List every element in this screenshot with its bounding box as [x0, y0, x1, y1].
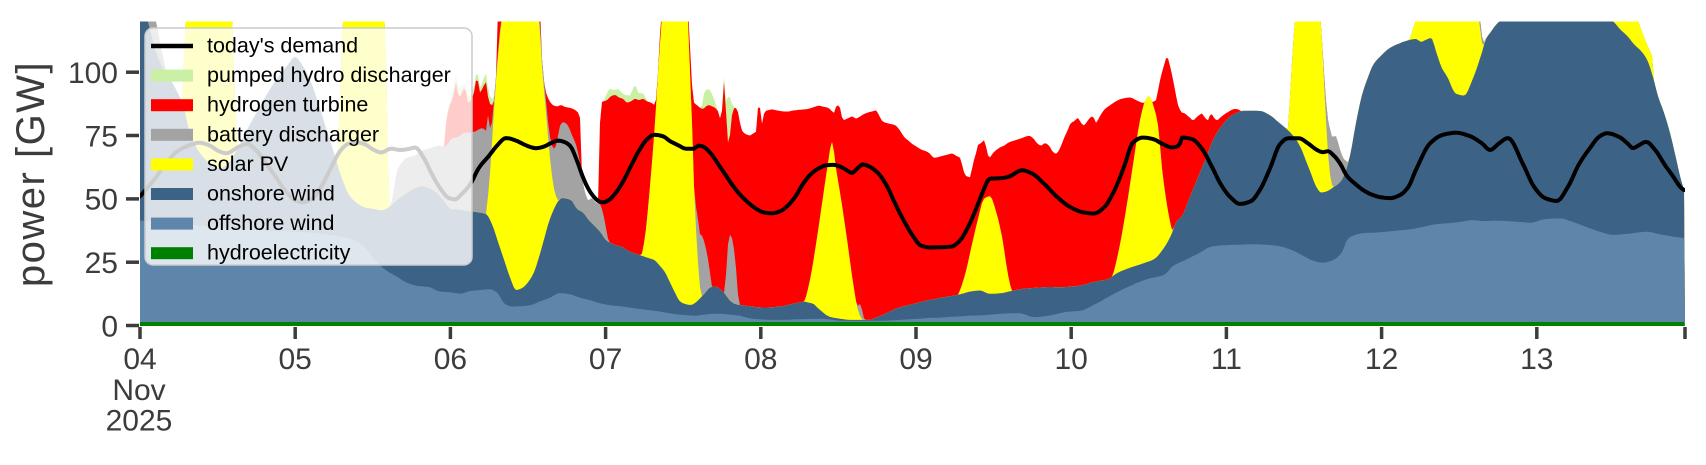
- svg-text:07: 07: [589, 343, 622, 376]
- svg-text:75: 75: [85, 120, 118, 153]
- svg-text:08: 08: [744, 343, 777, 376]
- svg-text:2025: 2025: [106, 405, 173, 438]
- svg-text:06: 06: [434, 343, 467, 376]
- svg-text:today's demand: today's demand: [207, 34, 358, 58]
- svg-text:13: 13: [1520, 343, 1553, 376]
- svg-text:solar PV: solar PV: [207, 152, 289, 176]
- svg-text:0: 0: [101, 310, 118, 343]
- svg-text:hydroelectricity: hydroelectricity: [207, 241, 351, 265]
- svg-text:onshore wind: onshore wind: [207, 182, 335, 206]
- svg-text:power [GW]: power [GW]: [9, 61, 53, 287]
- svg-text:05: 05: [279, 343, 312, 376]
- svg-text:battery discharger: battery discharger: [207, 122, 379, 146]
- svg-text:25: 25: [85, 247, 118, 280]
- svg-text:11: 11: [1211, 343, 1242, 376]
- svg-text:offshore wind: offshore wind: [207, 211, 335, 235]
- svg-text:04: 04: [123, 343, 156, 376]
- svg-text:pumped hydro discharger: pumped hydro discharger: [207, 63, 451, 87]
- svg-text:Nov: Nov: [112, 374, 165, 407]
- svg-text:hydrogen turbine: hydrogen turbine: [207, 93, 368, 117]
- svg-text:50: 50: [85, 184, 118, 217]
- svg-text:100: 100: [68, 57, 118, 90]
- svg-text:09: 09: [899, 343, 932, 376]
- svg-text:10: 10: [1055, 343, 1088, 376]
- svg-text:12: 12: [1365, 343, 1398, 376]
